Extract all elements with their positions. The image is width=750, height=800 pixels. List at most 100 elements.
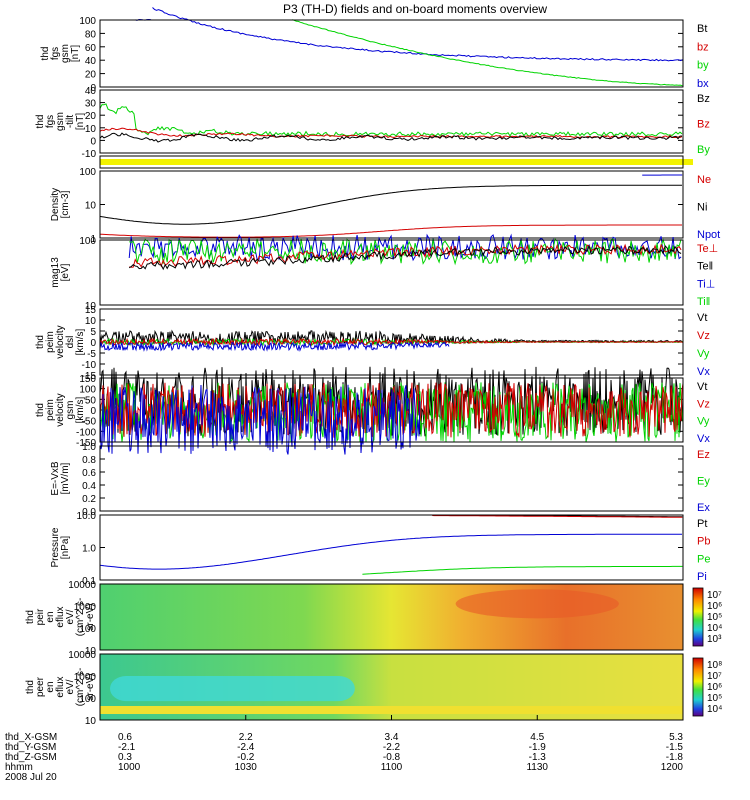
x-row-label: thd_X-GSM [5,732,57,743]
legend-bz: bz [697,41,709,53]
y-tick-label: 10 [85,316,97,327]
y-axis-label-line: [nT] [75,113,86,130]
y-axis-label-line: eflux [55,606,66,627]
y-tick-label: -15 [82,371,97,382]
y-axis-label: mag13 [eV] [50,257,71,288]
y-tick-label: 0 [90,83,96,94]
y-axis-label-line: (cm^2-s- [75,598,86,637]
panel-frame [99,445,684,512]
legend-bz: Bz [697,93,710,105]
y-tick-label: 150 [79,374,96,385]
y-tick-label: 0 [90,136,96,147]
colorbar-label: 10⁶ [707,682,722,693]
vz-line [99,337,684,347]
panel-frame [99,170,684,239]
x-tick-label: 1030 [235,762,258,773]
y-axis-label-line: (cm^2-s- [75,668,86,707]
y-tick-label: 100 [79,694,96,705]
panel-frame [99,377,684,443]
y-axis-label-line: [mV/m] [60,462,71,494]
y-tick-label: 15 [85,305,97,316]
y-axis-label: thd peir en eflux eV/(cm^2-s-sr-eV) [25,598,96,637]
y-axis-label-line: E=-VxB [50,461,61,496]
y-tick-label: 1.0 [82,544,96,555]
panel-density-data [99,174,683,238]
x-tick-label: 1130 [526,762,548,773]
panel-flag [99,155,693,169]
y-axis-label: thd fgs gsm [nT] [40,44,81,63]
x-tick-label: -1.5 [666,742,684,753]
pi-line [99,533,682,570]
x-tick-label: 4.5 [530,732,544,743]
panel-frame [99,19,684,88]
legend-ex: Ex [697,502,710,514]
legend-bz: Bz [697,119,710,131]
colorbar-label: 10⁴ [707,704,722,715]
y-tick-label: 10.0 [77,511,97,522]
y-axis-label-line: velocity [55,393,66,426]
y-axis-label-line: -tilt [65,115,76,129]
panel-fgs_mag: 100 80 60 40 20 0 thd fgs gsm [nT] Bt bz by bx [40,7,709,94]
y-tick-label: 20 [85,70,97,81]
pe-line [362,565,683,575]
y-axis-label-line: en [45,611,56,622]
y-tick-label: 0.1 [82,576,96,587]
y-axis-label-line: [km/s] [75,396,86,423]
legend-vt: Vt [697,312,707,324]
spectrogram-low-band [100,706,683,714]
legend-bt: Bt [697,23,707,35]
y-axis-label: Pressure [nPa] [50,527,71,567]
panel-efield: 1.0 0.8 0.6 0.4 0.2 0.0 E=-VxB [mV/m] Ez Ey Ex [50,442,710,518]
x-row-label: hhmm [5,762,33,773]
legend-ti‖: Ti‖ [697,296,710,308]
te-par-line [128,244,682,271]
ne-line [99,224,682,238]
y-axis-label: thd peim velocity dsl [km/s] [35,325,86,358]
y-tick-label: 5 [90,327,96,338]
ni-line [99,184,682,225]
by-line [99,103,683,137]
y-tick-label: -100 [76,427,96,438]
legend-vz: Vz [697,398,710,410]
legend-by: by [697,60,709,72]
legend-pt: Pt [697,518,707,530]
legend-vt: Vt [697,381,707,393]
ti-par-line [129,238,682,266]
y-axis-label-line: peim [45,331,56,353]
y-axis-label-line: eV/ [65,609,76,624]
panel-peer: 10000 1000 100 10 thd peer en eflux eV/(cm^2-s-s… [25,650,722,727]
y-tick-label: 10000 [68,580,96,591]
x-tick-label: -2.1 [118,742,136,753]
y-axis-label-line: sr-eV) [85,673,96,700]
legend-by: By [697,144,710,156]
y-tick-label: 1.0 [82,442,96,453]
x-tick-label: 3.4 [385,732,399,743]
legend-npot: Npot [697,229,720,241]
y-axis-label-line: thd [35,403,46,417]
x-tick-label: 1000 [118,762,141,773]
legend-pe: Pe [697,553,710,565]
panel-frame [99,308,684,376]
y-axis-label-line: fgs [50,47,61,60]
legend-bx: bx [697,78,709,90]
legend-te⊥: Te⊥ [697,243,718,255]
x-tick-label: 2.2 [239,732,253,743]
colorbar-scale [692,587,704,647]
y-axis-label-line: peir [35,608,46,625]
y-tick-label: 10 [85,124,97,135]
x-row-label: thd_Z-GSM [5,752,57,763]
y-axis-label-line: [nPa] [60,536,71,560]
y-axis-label-line: peim [45,399,56,421]
legend-vy: Vy [697,416,710,428]
y-tick-label: 0.8 [82,455,96,466]
colorbar-label: 10³ [707,634,722,645]
x-tick-label: -1.3 [529,752,547,763]
x-tick-label: -0.2 [237,752,255,763]
y-axis-label-line: thd [35,335,46,349]
y-tick-label: 0.4 [82,481,96,492]
colorbar-label: 10⁷ [707,671,722,682]
